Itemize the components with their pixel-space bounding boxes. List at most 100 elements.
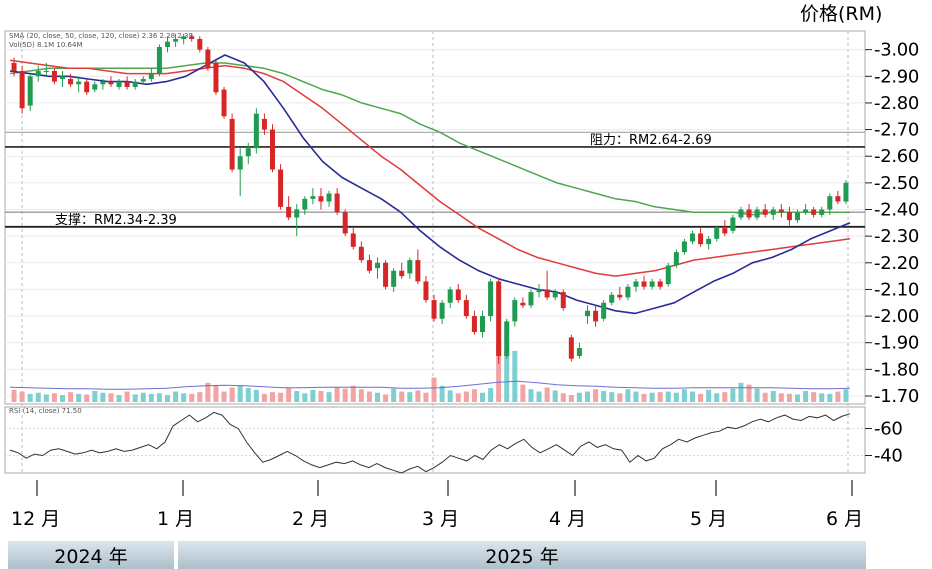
ytick-label: -1.90: [874, 333, 919, 354]
volume-bar: [560, 393, 566, 402]
sma20-line: [9, 54, 851, 315]
candle-body: [746, 209, 752, 218]
candle-body: [665, 265, 671, 285]
volume-bar: [213, 385, 219, 402]
volume-bar: [124, 391, 130, 402]
volume-bar: [576, 392, 582, 402]
volume-bar: [221, 391, 227, 402]
rsi-panel-frame: [4, 406, 866, 474]
volume-bar: [189, 393, 195, 402]
volume-bar: [92, 390, 98, 402]
legend-ma: SMA (20, close, 50, close, 120, close) 2…: [9, 32, 193, 40]
volume-bar: [27, 393, 33, 402]
volume-bar: [439, 385, 445, 402]
candle-body: [617, 294, 623, 298]
volume-bar: [342, 388, 348, 402]
y-axis-title: 价格(RM): [800, 3, 882, 25]
candle-body: [269, 129, 276, 170]
candle-body: [786, 212, 792, 221]
ytick-label: -2.20: [874, 253, 919, 274]
candle-body: [471, 316, 477, 333]
volume-bar: [625, 389, 631, 402]
volume-bar: [609, 392, 615, 402]
xtick-label: 1 月: [157, 508, 194, 530]
candle-body: [350, 233, 356, 247]
candle-body: [11, 62, 17, 71]
volume-bar: [770, 390, 776, 402]
volume-bar: [803, 390, 809, 402]
volume-bar: [84, 394, 90, 402]
volume-bar: [407, 392, 413, 402]
volume-bar: [681, 389, 687, 402]
volume-bar: [302, 393, 308, 402]
candle-body: [173, 38, 179, 42]
candle-body: [568, 337, 574, 359]
candle-body: [221, 89, 227, 117]
ytick-label: -1.80: [874, 359, 919, 380]
ytick-label: -2.90: [874, 66, 919, 87]
candle-body: [479, 316, 486, 333]
candle-body: [68, 78, 74, 85]
volume-bar: [786, 393, 792, 402]
volume-bar: [471, 389, 477, 402]
candle-body: [59, 76, 66, 79]
candle-body: [310, 196, 316, 199]
volume-bar: [374, 392, 381, 402]
candle-body: [657, 281, 663, 287]
candle-body: [536, 289, 542, 293]
ytick-label: -2.70: [874, 120, 919, 141]
volume-bar: [383, 394, 389, 402]
candle-body: [334, 193, 340, 213]
volume-bar: [689, 391, 696, 402]
candle-body: [762, 209, 768, 215]
volume-bar: [649, 392, 655, 402]
candle-body: [738, 209, 744, 218]
ytick-label: -2.30: [874, 226, 919, 247]
candle-body: [237, 156, 243, 170]
volume-bar: [415, 390, 421, 402]
volume-bar: [738, 382, 744, 402]
xtick-label: 3 月: [422, 508, 459, 530]
volume-bar: [164, 395, 171, 402]
volume-bar: [132, 394, 138, 402]
candle-body: [689, 233, 696, 242]
volume-bar: [205, 382, 211, 402]
year-label-2024: 2024 年: [54, 546, 127, 568]
x-axis-ticks: 12 月 1 月 2 月 3 月 4 月 5 月 6 月: [11, 480, 863, 530]
candle-body: [560, 292, 566, 309]
volume-bar: [116, 395, 122, 402]
candle-body: [730, 217, 736, 231]
candle-body: [544, 289, 550, 298]
year-band-2025: [178, 541, 866, 569]
volume-bar: [463, 391, 469, 402]
candle-body: [27, 76, 33, 106]
volume-bar: [512, 350, 518, 402]
candle-body: [92, 84, 98, 90]
ytick-label: -2.80: [874, 93, 919, 114]
candle-body: [512, 300, 518, 322]
volume-bar: [843, 389, 849, 402]
volume-bar: [237, 385, 243, 402]
xtick-label: 6 月: [826, 508, 863, 530]
moving-averages: [9, 54, 851, 315]
candle-body: [439, 302, 445, 319]
candle-body: [43, 70, 49, 72]
volume-bar: [229, 387, 235, 402]
candle-body: [447, 289, 453, 303]
volume-bar: [496, 344, 502, 402]
candle-body: [391, 270, 397, 287]
volume-bar: [746, 384, 752, 402]
volume-bar: [584, 391, 591, 402]
candle-body: [754, 209, 760, 218]
candle-body: [294, 209, 300, 218]
volume-bar: [51, 393, 57, 402]
candle-body: [51, 70, 57, 82]
volume-bar: [698, 393, 704, 402]
candle-body: [819, 209, 825, 215]
candle-body: [673, 252, 679, 266]
volume-bar: [455, 393, 461, 402]
volume-bar: [528, 389, 534, 402]
rsi-panel: [9, 411, 851, 474]
volume-bar: [762, 392, 768, 402]
candle-body: [245, 148, 251, 157]
